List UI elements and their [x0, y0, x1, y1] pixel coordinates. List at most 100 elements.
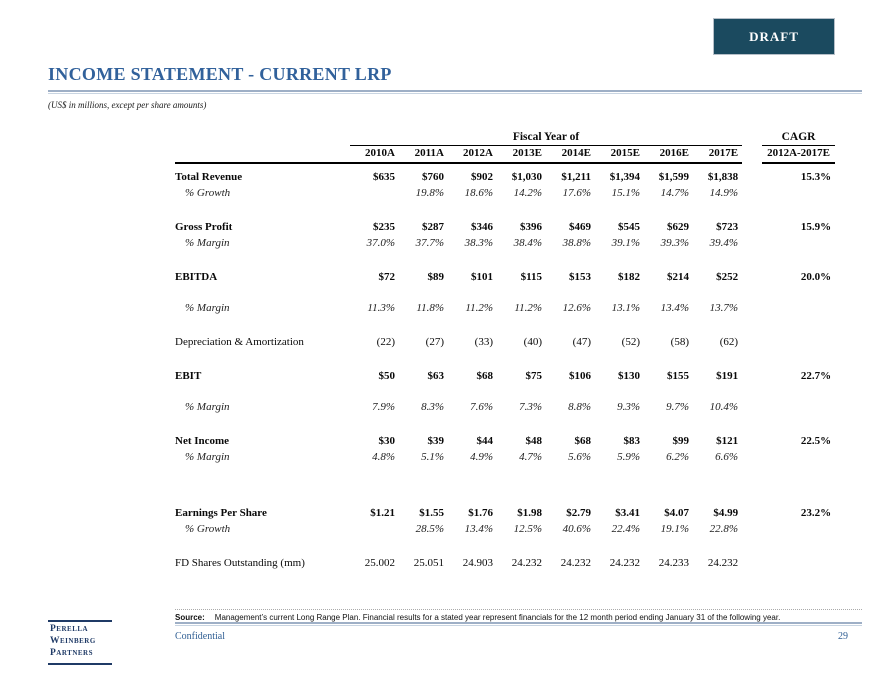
column-spacer — [742, 415, 762, 449]
column-spacer — [742, 251, 762, 285]
value-cell: 12.5% — [513, 523, 542, 535]
value-cell: $83 — [623, 435, 641, 447]
table-row: Depreciation & Amortization (22) (27) (33) (… — [175, 316, 835, 350]
source-note: Source: Management’s current Long Range P… — [175, 609, 862, 622]
value-cell: $902 — [471, 171, 493, 183]
value-cell: $1,599 — [658, 171, 689, 183]
table-row: EBITDA $72 $89 $101 $115 $153 $182 $214 $252 20.0… — [175, 251, 835, 285]
value-cell: $346 — [471, 221, 493, 233]
empty-corner-cell — [175, 130, 350, 146]
value-cell: 13.4% — [464, 523, 493, 535]
units-note: (US$ in millions, except per share amoun… — [48, 100, 207, 110]
value-cell: 11.2% — [514, 302, 542, 314]
value-cell — [350, 185, 399, 201]
table-row: % Margin 11.3% 11.8% 11.2% 11.2% 12.6% 13.1% 13… — [175, 285, 835, 316]
value-cell: $101 — [471, 271, 493, 283]
value-cell: 17.6% — [562, 187, 591, 199]
title-divider — [48, 90, 862, 94]
value-cell: 14.9% — [709, 187, 739, 199]
cagr-range-header: 2012A-2017E — [762, 145, 836, 164]
table-row: EBIT $50 $63 $68 $75 $106 $130 $155 $191 22.7% — [175, 350, 835, 384]
value-cell: 5.6% — [568, 451, 591, 463]
row-label: EBITDA — [175, 271, 218, 283]
row-label: % Growth — [185, 187, 231, 199]
value-cell: 24.903 — [462, 557, 493, 569]
value-cell: $635 — [373, 171, 395, 183]
value-cell: $287 — [422, 221, 444, 233]
value-cell: $63 — [427, 370, 445, 382]
value-cell: $106 — [569, 370, 591, 382]
value-cell: $1.76 — [468, 507, 493, 519]
row-label: Net Income — [175, 435, 230, 447]
footer-divider — [175, 622, 862, 626]
value-cell: 22.8% — [709, 523, 739, 535]
row-label: % Growth — [185, 523, 231, 535]
value-cell: 6.6% — [715, 451, 739, 463]
column-spacer — [742, 316, 762, 350]
cagr-header: CAGR — [762, 130, 836, 146]
column-spacer — [742, 449, 762, 465]
column-spacer — [742, 185, 762, 201]
year-column-header: 2016E — [644, 145, 693, 164]
value-cell: $48 — [525, 435, 543, 447]
value-cell: $30 — [378, 435, 396, 447]
value-cell: $1.98 — [517, 507, 542, 519]
value-cell: $396 — [520, 221, 542, 233]
column-spacer — [742, 285, 762, 316]
page-number: 29 — [838, 631, 848, 642]
confidential-label: Confidential — [175, 631, 225, 642]
value-cell: (58) — [670, 336, 689, 348]
value-cell: 7.6% — [470, 401, 493, 413]
source-label: Source: — [175, 613, 205, 622]
value-cell: 5.9% — [617, 451, 640, 463]
value-cell: $4.99 — [713, 507, 739, 519]
cagr-value-cell — [762, 521, 835, 537]
column-spacer — [742, 537, 762, 571]
value-cell: 39.1% — [611, 237, 640, 249]
value-cell: (52) — [621, 336, 640, 348]
table-row: % Margin 4.8% 5.1% 4.9% 4.7% 5.6% 5.9% 6.2% 6.6% — [175, 449, 835, 465]
perella-weinberg-partners-logo: Perella Weinberg Partners — [48, 620, 112, 665]
value-cell: 38.3% — [464, 237, 493, 249]
value-cell: 39.3% — [660, 237, 689, 249]
year-column-header: 2010A — [350, 145, 399, 164]
cagr-value-cell — [762, 285, 835, 316]
value-cell: (27) — [425, 336, 444, 348]
column-spacer — [742, 235, 762, 251]
value-cell: 11.3% — [367, 302, 395, 314]
value-cell: $723 — [716, 221, 739, 233]
draft-badge: DRAFT — [713, 18, 835, 55]
value-cell: $191 — [716, 370, 739, 382]
value-cell: 8.8% — [568, 401, 591, 413]
value-cell: 40.6% — [562, 523, 591, 535]
value-cell: 9.3% — [617, 401, 640, 413]
cagr-value-cell: 22.7% — [800, 370, 832, 382]
value-cell: 7.9% — [372, 401, 395, 413]
value-cell: 19.1% — [660, 523, 689, 535]
cagr-value-cell — [762, 235, 835, 251]
cagr-value-cell: 20.0% — [800, 271, 832, 283]
table-row: FD Shares Outstanding (mm) 25.002 25.051 24… — [175, 537, 835, 571]
table-row: % Margin 7.9% 8.3% 7.6% 7.3% 8.8% 9.3% 9.7% 10.4… — [175, 384, 835, 415]
value-cell: 25.002 — [364, 557, 395, 569]
row-label: % Margin — [185, 451, 230, 463]
year-column-header: 2014E — [546, 145, 595, 164]
table-row: Gross Profit $235 $287 $346 $396 $469 $545 $629… — [175, 201, 835, 235]
table-row: % Margin 37.0% 37.7% 38.3% 38.4% 38.8% 39.1% 39… — [175, 235, 835, 251]
fiscal-year-header: Fiscal Year of — [350, 130, 743, 146]
value-cell: $68 — [476, 370, 494, 382]
year-column-header: 2017E — [693, 145, 743, 164]
table-row: % Growth 28.5% 13.4% 12.5% 40.6% 22.4% 19.1% 22… — [175, 521, 835, 537]
income-statement-table: Fiscal Year of CAGR 2010A 2011A 2012A 20… — [175, 130, 836, 571]
value-cell: 4.8% — [372, 451, 395, 463]
value-cell: $72 — [378, 271, 396, 283]
cagr-value-cell — [762, 185, 835, 201]
value-cell: $130 — [618, 370, 640, 382]
column-spacer — [742, 521, 762, 537]
value-cell: 39.4% — [709, 237, 739, 249]
value-cell: (40) — [523, 336, 542, 348]
value-cell: (33) — [474, 336, 493, 348]
table-group-header-row: Fiscal Year of CAGR — [175, 130, 836, 146]
value-cell: 19.8% — [415, 187, 444, 199]
